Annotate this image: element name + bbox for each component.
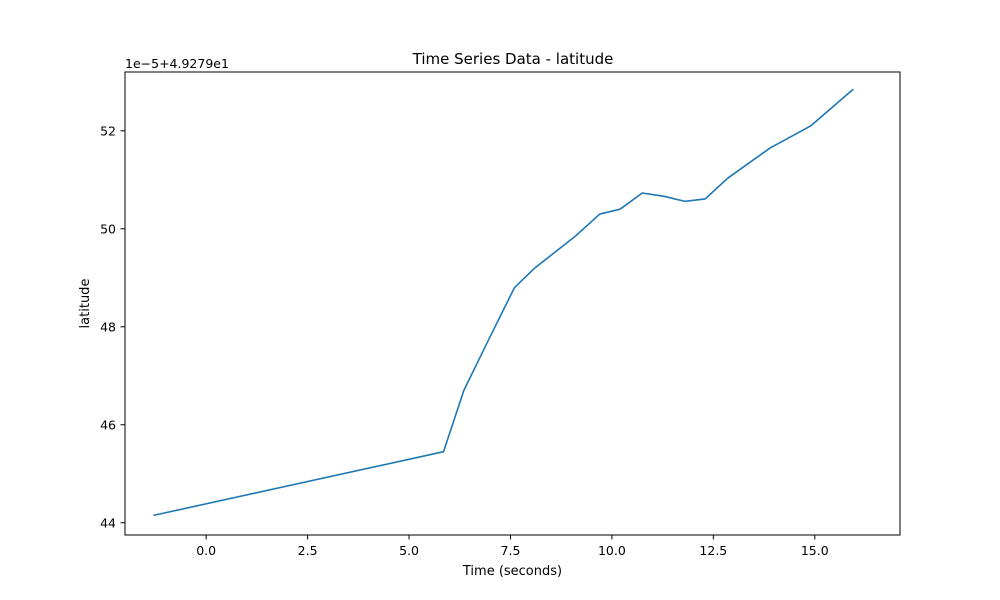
- latitude-series-line: [153, 88, 854, 517]
- x-tick-label: 12.5: [699, 543, 727, 558]
- y-tick-label: 52: [100, 123, 116, 138]
- y-tick-label: 50: [100, 221, 116, 236]
- x-axis-label: Time (seconds): [462, 564, 562, 579]
- y-axis-label: latitude: [78, 279, 93, 329]
- plot-area: [153, 88, 854, 517]
- x-tick-label: 5.0: [399, 543, 419, 558]
- x-tick-label: 15.0: [801, 543, 829, 558]
- y-tick-label: 48: [100, 319, 116, 334]
- chart-title: Time Series Data - latitude: [412, 50, 614, 68]
- x-tick-label: 10.0: [598, 543, 626, 558]
- x-tick-label: 7.5: [501, 543, 521, 558]
- x-axis-ticks: 0.0 2.5 5.0 7.5 10.0 12.5 15.0: [196, 535, 829, 558]
- y-axis-offset-label: 1e−5+4.9279e1: [125, 56, 229, 71]
- plot-frame: [124, 71, 901, 536]
- y-tick-label: 44: [100, 515, 116, 530]
- y-tick-label: 46: [100, 417, 116, 432]
- x-tick-label: 0.0: [196, 543, 216, 558]
- y-axis-ticks: 44 46 48 50 52: [100, 123, 125, 530]
- x-tick-label: 2.5: [298, 543, 318, 558]
